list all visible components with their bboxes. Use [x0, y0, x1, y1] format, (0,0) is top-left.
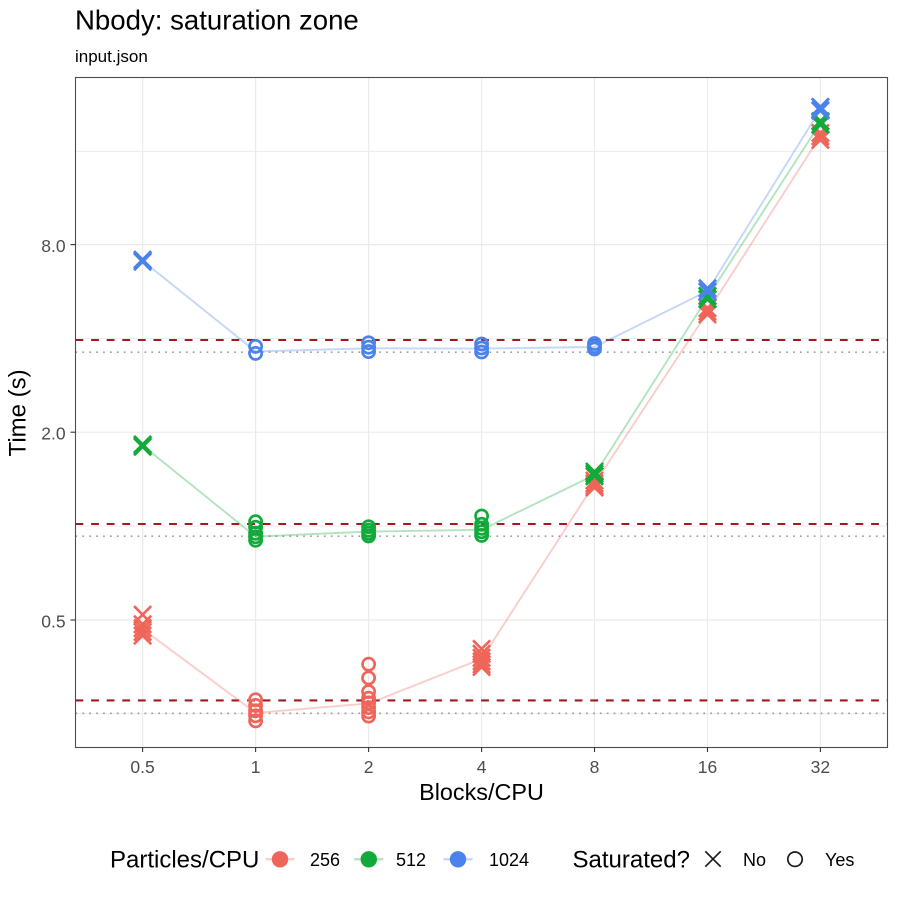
svg-text:1: 1 [251, 757, 261, 777]
svg-text:4: 4 [477, 757, 487, 777]
svg-text:0.5: 0.5 [130, 757, 154, 777]
svg-text:8.0: 8.0 [41, 236, 66, 256]
svg-text:Yes: Yes [825, 850, 854, 870]
svg-text:256: 256 [310, 850, 340, 870]
svg-text:Nbody: saturation zone: Nbody: saturation zone [75, 5, 359, 36]
svg-text:Particles/CPU: Particles/CPU [110, 847, 259, 874]
svg-text:2.0: 2.0 [41, 424, 66, 444]
svg-text:2: 2 [364, 757, 374, 777]
svg-text:32: 32 [811, 757, 830, 777]
svg-text:Blocks/CPU: Blocks/CPU [419, 779, 544, 805]
svg-text:0.5: 0.5 [41, 611, 65, 631]
svg-text:1024: 1024 [489, 850, 529, 870]
svg-text:Saturated?: Saturated? [573, 847, 690, 874]
svg-text:16: 16 [698, 757, 717, 777]
svg-text:512: 512 [396, 850, 426, 870]
svg-text:8: 8 [590, 757, 600, 777]
svg-text:No: No [743, 850, 766, 870]
svg-text:input.json: input.json [75, 47, 148, 66]
svg-text:Time (s): Time (s) [4, 369, 31, 456]
